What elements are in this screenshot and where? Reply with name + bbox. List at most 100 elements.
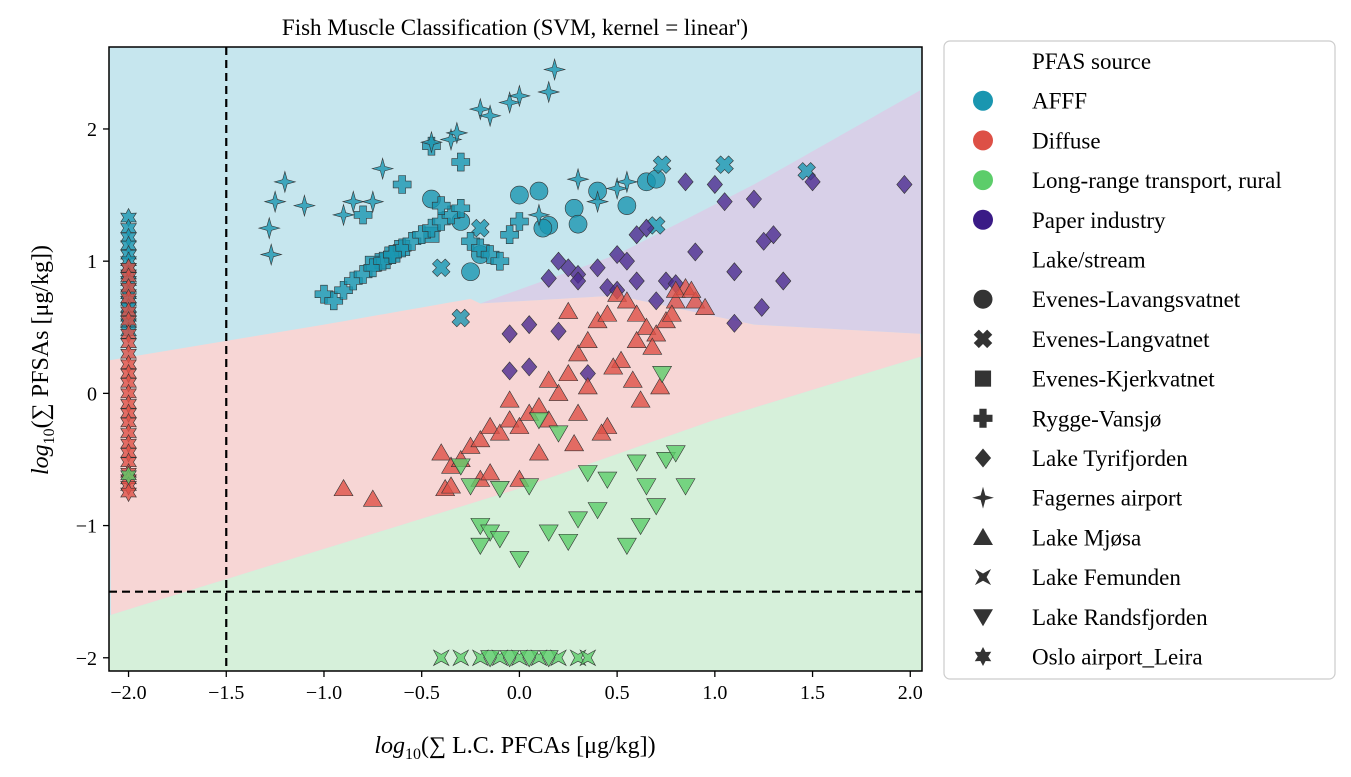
data-point	[648, 291, 665, 311]
data-point	[499, 650, 520, 668]
data-point	[569, 271, 587, 291]
data-point	[489, 423, 510, 441]
data-point	[383, 245, 402, 264]
data-point	[616, 291, 637, 309]
data-point	[646, 324, 667, 342]
x-tick-label: 0.5	[605, 682, 630, 704]
data-point	[273, 170, 297, 194]
legend-label: Lake Randsfjorden	[1032, 605, 1208, 630]
legend-marker-paper-industry	[973, 209, 993, 230]
legend-items: PFAS source AFFF Diffuse Long-range transpo…	[972, 49, 1282, 670]
data-point	[501, 361, 518, 381]
data-point	[589, 258, 606, 278]
data-point	[661, 304, 682, 322]
legend-label: Long-range transport, rural	[1032, 168, 1282, 193]
data-point	[470, 537, 491, 556]
threshold-lines	[109, 47, 922, 671]
data-point	[626, 454, 647, 472]
data-point	[450, 458, 471, 476]
data-point	[361, 190, 385, 214]
data-point	[622, 370, 643, 388]
data-point	[568, 344, 589, 362]
data-point	[498, 91, 522, 115]
y-tick-label: 2	[87, 119, 97, 141]
legend-box	[943, 40, 1336, 680]
legend-marker-bowtie	[974, 569, 992, 586]
x-tick-label: −1.0	[306, 682, 342, 704]
x-tick-label: 0.0	[507, 682, 532, 704]
data-point	[630, 390, 651, 408]
data-point	[480, 416, 501, 434]
data-point	[615, 170, 639, 194]
legend-label: Rygge-Vansjø	[1032, 406, 1161, 431]
region-diffuse	[109, 295, 922, 615]
data-point	[716, 192, 733, 212]
data-point	[259, 243, 283, 267]
data-point	[451, 152, 471, 172]
legend-label: Fagernes airport	[1032, 486, 1183, 511]
data-point	[665, 445, 686, 463]
y-axis-label-sum: (∑	[28, 403, 54, 428]
decision-regions	[109, 47, 922, 671]
data-point	[470, 430, 491, 448]
y-tick-label: 0	[87, 383, 97, 405]
data-point	[665, 291, 686, 309]
series-lake-randsfjorden-9	[450, 366, 696, 569]
data-point	[461, 262, 480, 282]
data-point	[451, 198, 471, 218]
data-point	[324, 291, 344, 311]
data-point	[650, 377, 671, 395]
data-point	[519, 478, 540, 496]
data-point	[636, 478, 657, 496]
data-point	[617, 196, 637, 215]
data-point	[468, 97, 492, 121]
data-point	[460, 478, 481, 496]
data-point	[471, 218, 490, 238]
data-point	[538, 524, 559, 542]
chart-title: Fish Muscle Classification (SVM, kernel …	[282, 15, 748, 40]
data-point	[665, 280, 686, 298]
data-point	[441, 476, 461, 494]
data-point	[333, 478, 354, 497]
x-tick-label: −0.5	[404, 682, 440, 704]
data-point	[558, 301, 579, 319]
data-point	[543, 57, 567, 81]
data-point	[628, 225, 645, 245]
data-point	[597, 471, 618, 489]
data-point	[591, 423, 612, 441]
data-point	[642, 337, 663, 355]
data-point	[521, 315, 538, 335]
x-tick-label: −1.5	[208, 682, 244, 704]
data-point	[586, 190, 610, 214]
data-point	[499, 390, 520, 408]
x-tick-label: 1.0	[702, 682, 727, 704]
data-point	[685, 291, 706, 309]
x-axis-label-unit: [μg/kg])	[576, 733, 656, 759]
data-point	[687, 242, 704, 262]
data-point	[675, 478, 696, 496]
data-point	[726, 262, 743, 282]
data-point	[804, 172, 821, 192]
data-point	[507, 84, 531, 108]
legend-marker-star6	[974, 647, 992, 666]
data-point	[726, 313, 743, 333]
legend-marker-afff	[973, 90, 993, 111]
data-point	[528, 443, 549, 461]
y-axis-label-sub: 10	[41, 428, 58, 444]
data-point	[695, 297, 716, 315]
series-oslo-airport-leira-8	[120, 258, 137, 503]
series-lake-mj-sa-7	[333, 278, 716, 507]
y-axis-label-math: log	[28, 444, 54, 475]
data-point	[490, 251, 510, 271]
data-point	[489, 481, 510, 499]
legend-marker-long-range-transport-rural	[973, 170, 993, 191]
legend-marker-triangle-down	[973, 609, 993, 627]
data-point	[568, 511, 589, 529]
data-point	[636, 317, 657, 335]
data-point	[706, 175, 723, 194]
data-point	[896, 175, 913, 194]
data-point	[538, 650, 559, 668]
region-paper-industry	[480, 90, 922, 334]
data-point	[452, 649, 470, 667]
